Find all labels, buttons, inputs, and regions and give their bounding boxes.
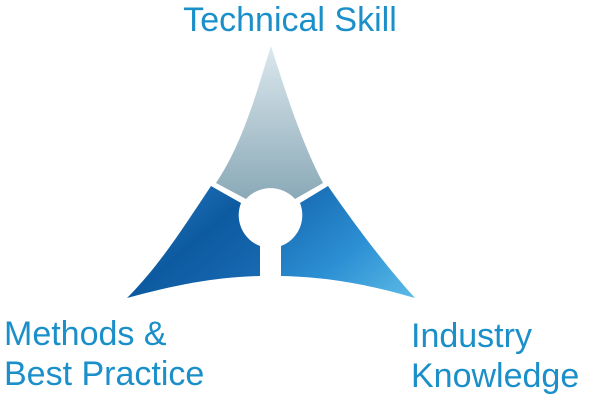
knowledge-line: Knowledge	[411, 357, 580, 395]
best-practice-line: Best Practice	[4, 355, 205, 393]
industry-line: Industry	[411, 317, 532, 355]
technical-skill-label: Technical Skill	[0, 0, 580, 40]
technical-skill-text: Technical Skill	[183, 1, 397, 39]
bottom-right-segment	[281, 186, 415, 298]
methods-best-practice-label: Methods & Best Practice	[4, 314, 204, 394]
top-segment	[216, 46, 323, 199]
industry-knowledge-label: Industry Knowledge	[411, 316, 579, 396]
bottom-left-segment	[127, 186, 260, 298]
methods-line: Methods &	[4, 315, 167, 353]
